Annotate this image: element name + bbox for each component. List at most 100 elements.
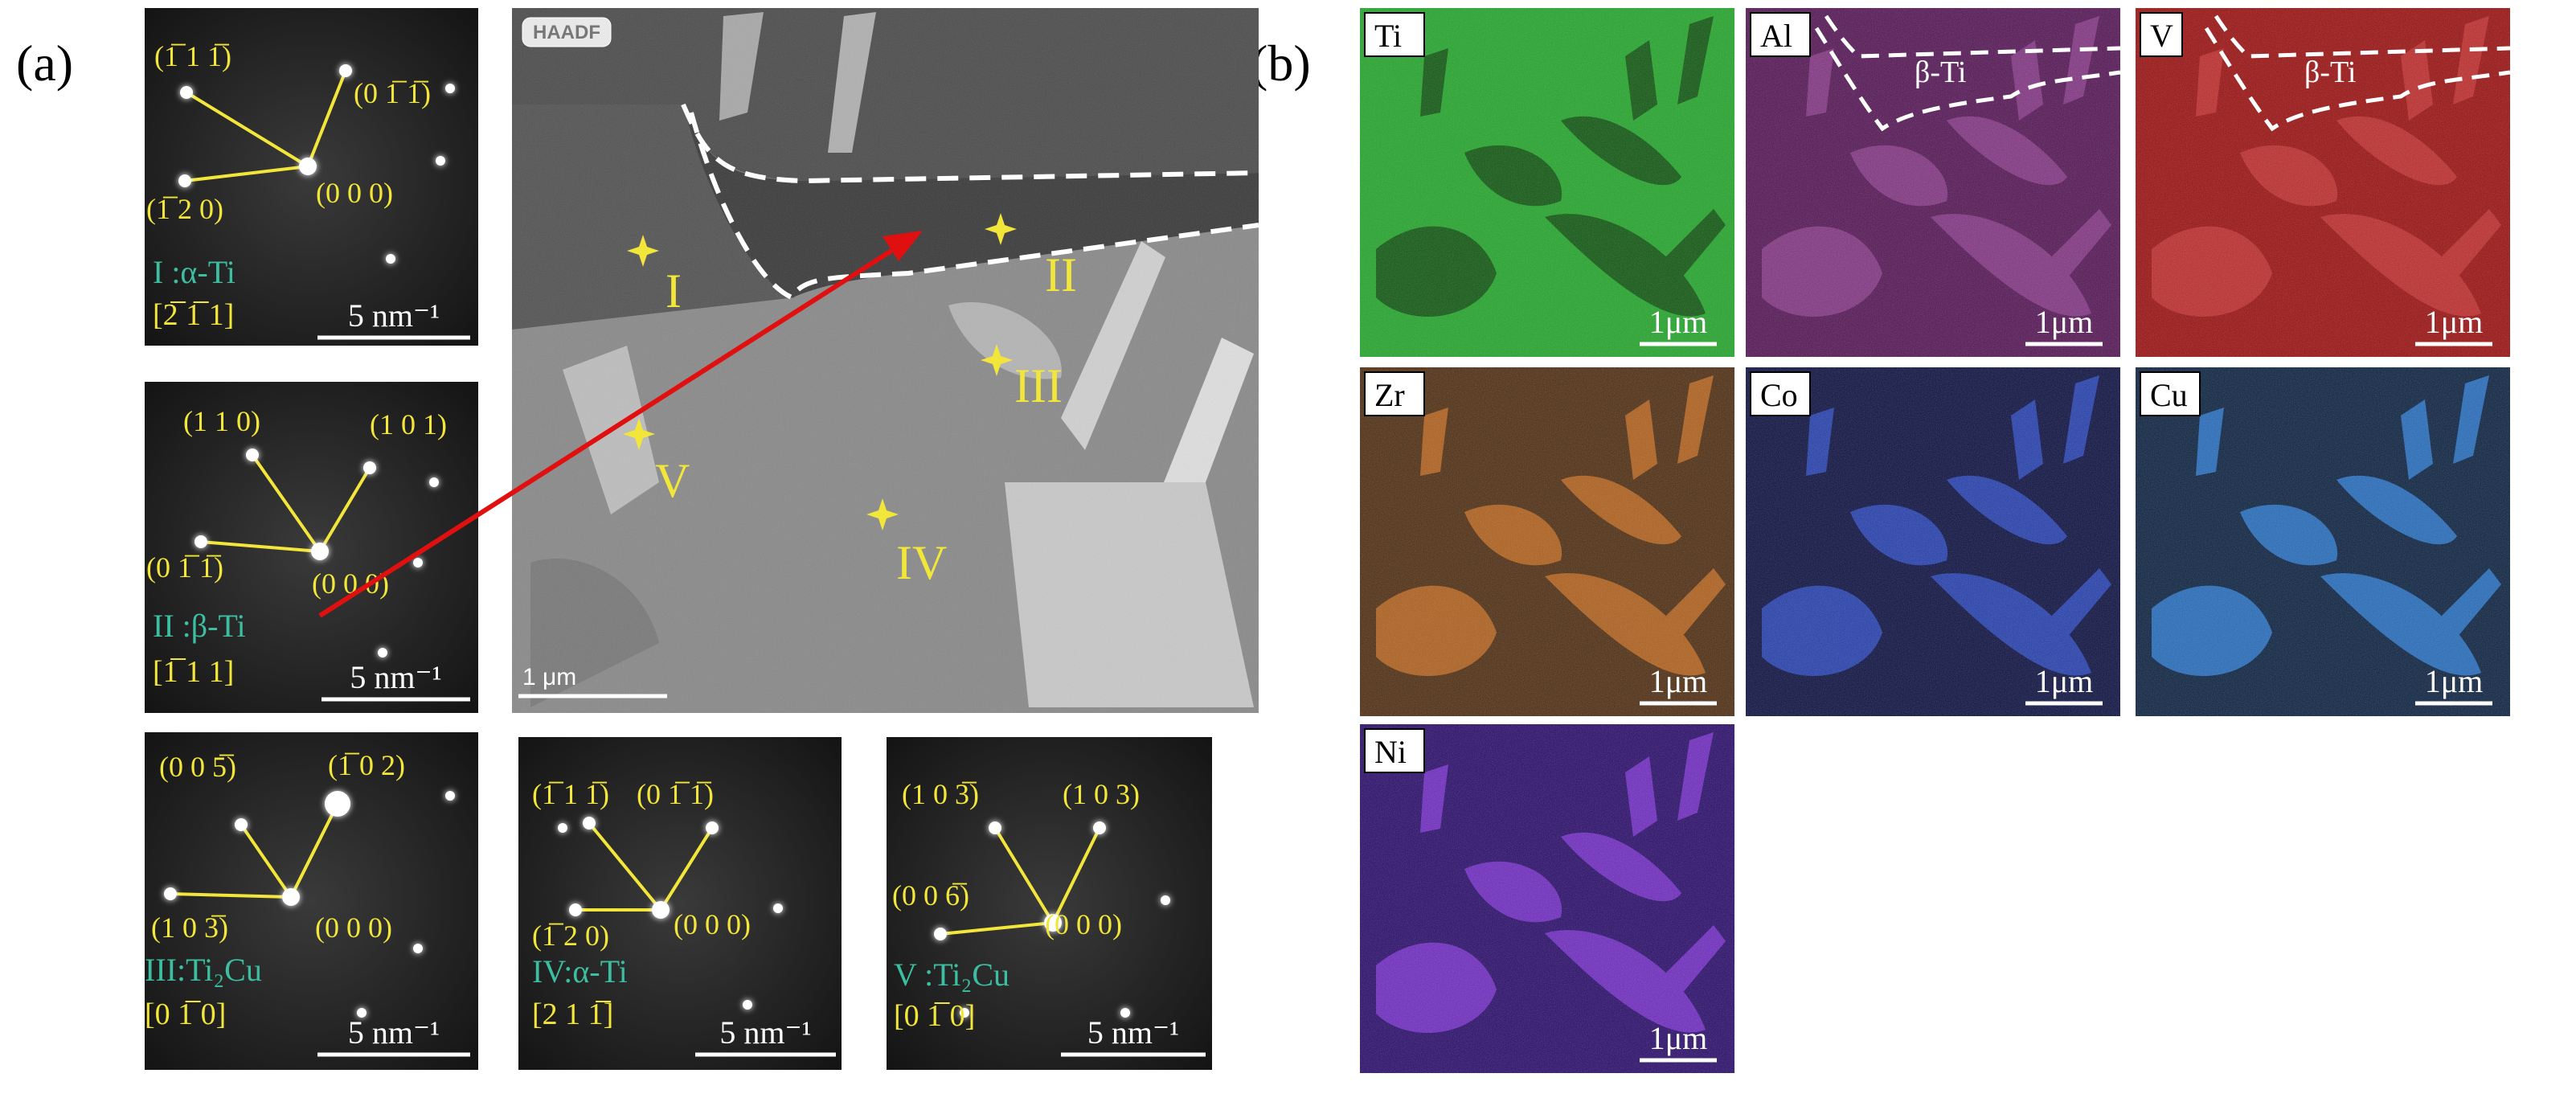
region-label: II [1045,248,1077,301]
phase-label: III:Ti₂Cu [145,952,262,988]
diffraction-spot [569,903,582,916]
spot-index: (1 0 3̅) [151,912,228,944]
diffraction-spot [436,156,445,166]
spot-index: (0 1̅ 1̅) [146,551,223,584]
diffraction-spot [180,86,193,99]
indexing-line [588,821,662,912]
scale-label: 1μm [1649,663,1708,699]
diffraction-spot [363,461,376,474]
diffraction-spot [934,928,947,940]
region-outline [1814,27,2121,132]
spot-index: (1̅ 1 1̅) [532,778,609,810]
diffraction-spot [325,791,350,817]
indexing-line [940,921,1054,936]
element-box [2140,371,2201,416]
diffraction-spot [386,254,395,264]
region-outline [1824,14,2121,59]
transmitted-spot [652,901,670,919]
spot-index: (0 0 6̅) [892,879,969,912]
transmitted-spot [282,888,300,906]
indexing-line [993,826,1055,924]
element-box [1750,371,1811,416]
arrow [318,243,902,618]
spot-index: (0 1̅ 1̅) [637,778,714,810]
diffraction-spot [164,887,177,900]
diffraction-spot [989,821,1001,834]
element-label: Ti [1374,18,1402,54]
scale-label: 1μm [1649,304,1708,340]
spot-index: (0 0 0) [316,177,393,209]
indexing-line [1051,827,1101,924]
region-label: β-Ti [1915,55,1966,89]
diffraction-spot [413,944,423,953]
badge: HAADF [533,22,600,43]
element-label: Al [1760,18,1792,54]
element-label: V [2150,18,2173,54]
zone-axis: [1̅ 1 1] [153,655,234,689]
indexing-line [251,453,321,553]
element-label: Cu [2150,377,2188,413]
diffraction-spot [706,821,719,834]
scale-label: 5 nm⁻¹ [348,1014,440,1051]
indexing-line [289,803,339,898]
diffraction-pattern [518,737,842,1070]
spot-index: (1 0 3̅) [902,778,979,810]
scale-label: 1μm [2425,663,2484,699]
diffraction-spot [445,791,455,801]
indexing-line [200,540,321,553]
region-label: V [655,454,690,507]
spot-index: (1 1 0) [183,405,260,437]
indexing-line [170,892,292,899]
zone-axis: [2̅ 1̅ 1] [153,298,234,332]
diffraction-spot [235,818,248,831]
scale-label: 5 nm⁻¹ [350,659,441,695]
diffraction-spot [445,84,455,93]
diffraction-spot [178,174,191,187]
transmitted-spot [299,158,317,175]
spot-index: (0 0 5̅) [159,751,236,783]
indexing-line [185,91,309,168]
spot-index: (0 1̅ 1̅) [354,77,431,109]
badge-box [522,17,612,47]
marker-star [981,344,1013,376]
phase-label: IV:α-Ti [532,953,628,989]
element-box [1364,728,1425,773]
diffraction-spot [960,1008,969,1018]
marker-star [627,235,659,267]
diffraction-spot [357,1008,367,1018]
panel-label: (a) [16,35,73,92]
indexing-line [306,70,347,167]
map-texture [1746,8,2120,357]
arrow-head [883,231,923,261]
phase-label: II :β-Ti [153,608,246,644]
scale-label: 1 μm [522,664,576,690]
element-box [1364,371,1425,416]
diffraction-pattern [145,8,478,346]
eds-map: β-Ti Al 1μm [1746,8,2121,357]
transmitted-spot [311,543,329,560]
diffraction-spot [1093,821,1106,834]
spot-index: (1 0 3) [1063,778,1140,810]
scale-label: 1μm [2035,304,2094,340]
diffraction-spot [378,648,387,658]
scale-label: 5 nm⁻¹ [348,297,440,334]
boundary-outline [689,112,1259,301]
diffraction-spot [1161,895,1170,905]
element-label: Ni [1374,734,1407,770]
indexing-line [659,826,714,912]
marker-star [866,498,899,531]
eds-map: Zr 1μm [1360,367,1734,716]
transmitted-spot [1044,914,1062,932]
element-label: Co [1760,377,1798,413]
panel-label: (b) [1251,35,1311,92]
image-texture [512,8,1259,713]
indexing-line [240,823,293,899]
region-label: I [666,264,682,317]
diffraction-spot [773,903,783,913]
diffraction-pattern [887,737,1212,1070]
scale-label: 1μm [1649,1020,1708,1056]
element-box [1750,12,1811,57]
phase-label: I :α-Ti [153,254,235,290]
